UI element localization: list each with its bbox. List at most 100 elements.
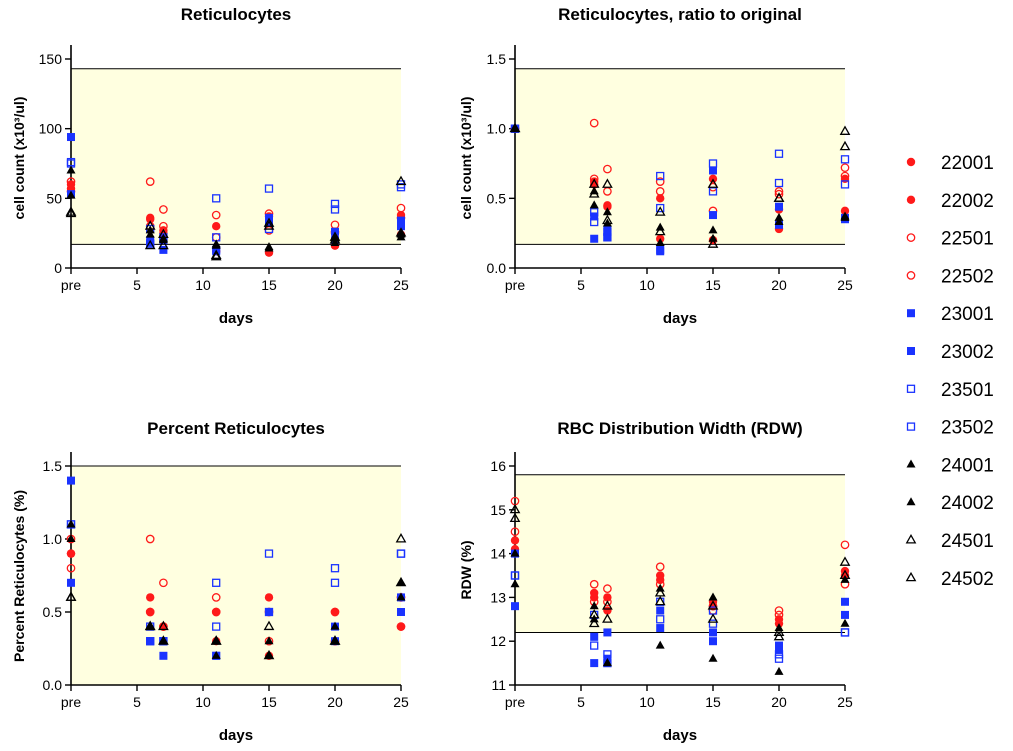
- data-point-24002: [158, 636, 168, 645]
- data-point-24502: [839, 569, 851, 579]
- data-point-24001: [589, 601, 599, 610]
- data-point-24502: [509, 512, 521, 523]
- data-point-24502: [210, 635, 222, 645]
- x-tick-label: 10: [195, 694, 211, 710]
- data-point-24002: [510, 548, 520, 557]
- data-point-22502: [510, 527, 520, 537]
- data-point-22502: [211, 607, 221, 617]
- x-tick-label: 5: [133, 694, 141, 710]
- data-point-24501: [395, 175, 407, 186]
- data-point-24002: [211, 650, 221, 659]
- data-point-22502: [774, 610, 784, 620]
- data-point-24501: [210, 249, 222, 259]
- legend-label: 24002: [941, 493, 994, 514]
- data-point-24001: [774, 212, 784, 221]
- legend-marker-24001: [906, 459, 916, 468]
- data-point-22001: [330, 607, 340, 617]
- data-point-23001: [656, 624, 665, 633]
- data-point-22501: [145, 534, 155, 544]
- legend-item: 23502: [906, 418, 994, 439]
- data-point-24001: [655, 640, 665, 649]
- data-point-23001: [709, 211, 717, 220]
- data-point-23501: [590, 641, 599, 650]
- legend-marker-24002: [906, 497, 916, 506]
- data-point-24502: [144, 239, 156, 250]
- legend-label: 24502: [941, 569, 994, 590]
- legend-marker-24501: [905, 534, 917, 544]
- data-point-23001: [603, 233, 612, 242]
- data-point-24502: [654, 206, 666, 216]
- data-point-23501: [708, 619, 718, 628]
- chart-rdw: RBC Distribution Width (RDW) 11121314151…: [458, 419, 853, 744]
- plot-area: 0 50 100 150 pre 5 10 15 20 25: [39, 45, 409, 293]
- data-point-23501: [603, 650, 612, 659]
- y-axis-label: Percent Reticulocytes (%): [11, 490, 27, 662]
- data-point-24002: [264, 243, 274, 252]
- legend-item: 24501: [905, 531, 994, 552]
- legend-item: 22501: [906, 229, 994, 250]
- data-point-24001: [774, 666, 784, 675]
- y-tick-label: 0: [54, 260, 62, 276]
- reference-range-shading: [71, 68, 401, 245]
- data-point-23502: [774, 149, 784, 158]
- data-point-24502: [839, 140, 851, 151]
- y-tick-label: 0.0: [43, 677, 63, 693]
- data-point-22501: [840, 163, 850, 173]
- data-point-23502: [264, 607, 274, 617]
- x-tick-label: pre: [505, 277, 525, 293]
- data-point-22502: [603, 597, 612, 607]
- data-point-23501: [774, 178, 784, 188]
- data-point-24001: [708, 225, 718, 234]
- data-point-22002: [146, 607, 155, 617]
- y-tick-label: 13: [490, 589, 506, 605]
- legend-item: 24002: [906, 493, 994, 514]
- data-point-23501: [330, 199, 340, 209]
- data-point-24502: [158, 228, 169, 239]
- data-point-24501: [158, 620, 169, 631]
- x-tick-label: 20: [327, 694, 343, 710]
- data-point-24502: [602, 214, 613, 225]
- y-tick-label: 16: [490, 458, 506, 474]
- data-point-22001: [212, 222, 221, 231]
- x-tick-label: 25: [837, 694, 853, 710]
- x-tick-label: 5: [133, 277, 141, 293]
- data-point-24501: [773, 626, 785, 636]
- data-point-24002: [158, 235, 168, 244]
- data-point-24502: [144, 620, 156, 631]
- data-point-23002: [775, 645, 783, 654]
- data-point-24502: [263, 649, 275, 660]
- legend-label: 24001: [941, 455, 994, 476]
- x-tick-label: 5: [577, 277, 585, 293]
- chart-title: Reticulocytes, ratio to original: [558, 5, 802, 24]
- data-point-24002: [655, 237, 665, 246]
- data-point-24502: [773, 192, 785, 202]
- data-point-24501: [602, 178, 613, 188]
- data-point-24001: [602, 218, 612, 227]
- reference-range-shading: [515, 68, 845, 245]
- data-point-24002: [264, 650, 274, 659]
- legend-label: 23002: [941, 342, 994, 363]
- data-point-23501: [603, 227, 612, 236]
- data-point-24501: [588, 617, 600, 628]
- legend-item: 22502: [906, 266, 994, 287]
- y-tick-label: 1.5: [43, 458, 63, 474]
- data-point-23502: [330, 564, 340, 573]
- data-point-23001: [709, 628, 717, 637]
- data-point-22001: [264, 593, 274, 602]
- data-point-22001: [603, 593, 612, 602]
- data-point-24002: [66, 534, 76, 543]
- legend-marker-22002: [906, 195, 916, 204]
- data-point-24502: [329, 231, 341, 241]
- data-point-22502: [66, 563, 76, 573]
- legend-item: 23001: [907, 304, 994, 325]
- data-point-24002: [330, 237, 340, 246]
- data-point-23001: [590, 234, 599, 243]
- data-point-24001: [211, 636, 221, 645]
- y-tick-label: 12: [490, 633, 506, 649]
- data-point-24001: [510, 579, 520, 588]
- y-tick-label: 1.0: [43, 531, 63, 547]
- legend-marker-22001: [906, 157, 916, 167]
- data-point-24001: [396, 577, 406, 586]
- data-point-22501: [840, 540, 850, 550]
- x-axis-label: days: [219, 310, 253, 327]
